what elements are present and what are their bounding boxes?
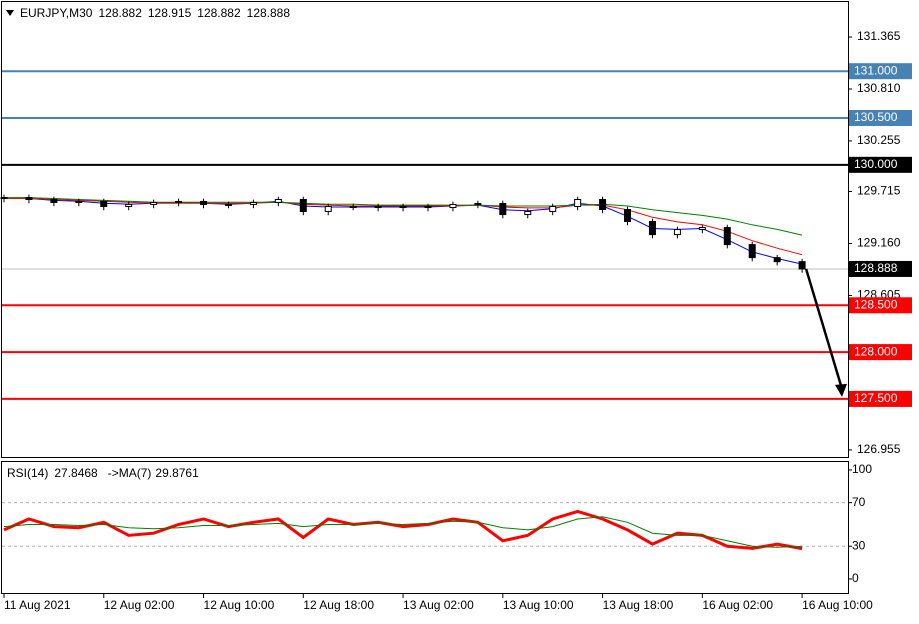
y-tick-label: 131.365 <box>857 29 901 43</box>
x-tick-label: 12 Aug 10:00 <box>204 598 275 612</box>
candle-body <box>524 210 532 216</box>
candle-body <box>374 205 382 209</box>
current-price-tag <box>849 260 912 277</box>
level-label: 128.500 <box>854 297 898 311</box>
symbol-menu[interactable] <box>6 10 14 16</box>
candle-body <box>50 198 58 203</box>
candle-body <box>100 200 108 207</box>
level-label: 128.000 <box>854 344 898 358</box>
header-value: 128.888 <box>247 6 291 20</box>
level-tag <box>849 344 912 361</box>
y-tick-label: 130.810 <box>857 81 901 95</box>
candle-body <box>599 198 607 210</box>
level-label: 127.500 <box>854 391 898 405</box>
rsi-line <box>3 516 803 548</box>
x-tick-label: 16 Aug 10:00 <box>802 598 873 612</box>
candle-body <box>224 203 232 206</box>
y-tick-label: 130.255 <box>857 133 901 147</box>
header-value: 128.882 <box>98 6 142 20</box>
candle-body <box>698 227 706 231</box>
candle-body <box>249 201 257 205</box>
level-tag <box>849 297 912 314</box>
candle-body <box>549 205 557 212</box>
header-value: 128.915 <box>148 6 192 20</box>
level-tag <box>849 63 912 80</box>
level-label: 130.000 <box>854 157 898 171</box>
rsi-line <box>3 509 803 551</box>
candle-body <box>25 197 33 200</box>
arrow-head <box>835 383 847 397</box>
candle-body <box>449 203 457 209</box>
candle-body <box>673 229 681 236</box>
candle-body <box>574 198 582 207</box>
y-tick-label: 129.715 <box>857 184 901 198</box>
y-tick-label: 70 <box>852 495 866 509</box>
level-tag <box>849 390 912 407</box>
main-panel <box>1 1 849 458</box>
candle-body <box>324 205 332 212</box>
symbol-header: EURJPY,M30 128.882 128.915 128.882 128.888 <box>20 6 290 20</box>
x-tick-label: 13 Aug 02:00 <box>403 598 474 612</box>
candle-body <box>75 200 83 203</box>
candle-body <box>773 257 781 263</box>
candle-body <box>274 198 282 203</box>
current-price-label: 128.888 <box>854 261 898 275</box>
candle-body <box>125 203 133 207</box>
candle-body <box>798 261 806 270</box>
level-label: 130.500 <box>854 110 898 124</box>
arrow <box>804 268 844 390</box>
symbol: EURJPY,M30 <box>20 6 93 20</box>
candle-body <box>299 198 307 212</box>
candle-body <box>424 205 432 209</box>
candle-body <box>150 201 158 205</box>
level-tag <box>849 156 912 173</box>
y-tick-label: 129.160 <box>857 236 901 250</box>
candle-body <box>723 227 731 246</box>
x-tick-label: 13 Aug 10:00 <box>503 598 574 612</box>
candle-body <box>648 220 656 236</box>
rsi-panel <box>1 461 849 594</box>
indicator-text: RSI(14) <box>7 466 48 480</box>
x-tick-label: 13 Aug 18:00 <box>603 598 674 612</box>
indicator-header: RSI(14) 27.8468 ->MA(7) 29.8761 <box>7 466 199 480</box>
y-tick-label: 126.955 <box>857 442 901 456</box>
indicator-text: 29.8761 <box>155 466 199 480</box>
candle-body <box>399 205 407 209</box>
candle-body <box>748 244 756 259</box>
candle-body <box>474 203 482 206</box>
candle-body <box>624 208 632 222</box>
level-label: 131.000 <box>854 63 898 77</box>
candle-body <box>200 200 208 205</box>
x-tick-label: 11 Aug 2021 <box>4 598 71 612</box>
y-tick-label: 0 <box>852 571 859 585</box>
x-tick-label: 16 Aug 02:00 <box>702 598 773 612</box>
x-tick-label: 12 Aug 18:00 <box>303 598 374 612</box>
candle-body <box>349 205 357 208</box>
y-tick-label: 30 <box>852 538 866 552</box>
candle-body <box>175 200 183 203</box>
candle-body <box>499 203 507 216</box>
indicator-text: ->MA(7) <box>108 466 152 480</box>
indicator-text: 27.8468 <box>54 466 98 480</box>
candle-body <box>0 197 8 200</box>
header-value: 128.882 <box>197 6 241 20</box>
level-tag <box>849 110 912 127</box>
y-tick-label: 100 <box>852 462 872 476</box>
x-tick-label: 12 Aug 02:00 <box>104 598 175 612</box>
